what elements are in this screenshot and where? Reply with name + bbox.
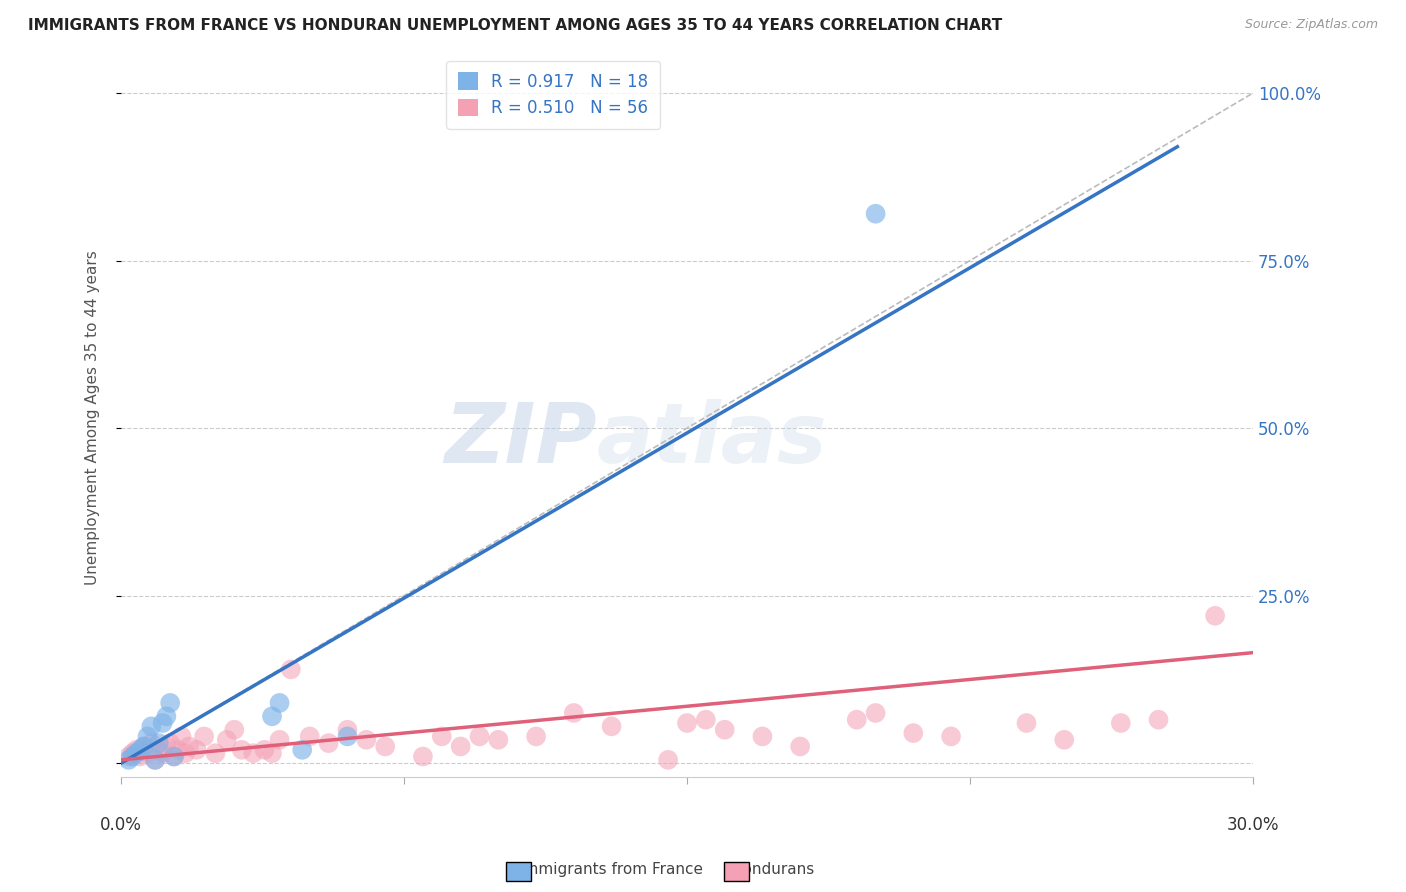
Point xyxy=(155,709,177,723)
Point xyxy=(1109,716,1132,731)
Point xyxy=(486,732,509,747)
Point xyxy=(336,723,359,737)
Point xyxy=(136,746,159,760)
Point xyxy=(1147,713,1170,727)
Point xyxy=(177,739,200,754)
Point xyxy=(253,743,276,757)
Point xyxy=(789,739,811,754)
Point xyxy=(118,749,141,764)
Point xyxy=(129,749,152,764)
Point xyxy=(1204,608,1226,623)
Text: atlas: atlas xyxy=(596,399,827,480)
Point xyxy=(845,713,868,727)
Point xyxy=(143,753,166,767)
Point xyxy=(121,749,143,764)
Point xyxy=(450,739,472,754)
Point xyxy=(163,749,186,764)
Point xyxy=(155,739,177,754)
Legend: R = 0.917   N = 18, R = 0.510   N = 56: R = 0.917 N = 18, R = 0.510 N = 56 xyxy=(446,61,661,128)
Point xyxy=(125,743,148,757)
Point xyxy=(170,730,193,744)
Point xyxy=(291,743,314,757)
Point xyxy=(166,743,188,757)
Point xyxy=(163,749,186,764)
Point xyxy=(318,736,340,750)
Point xyxy=(215,732,238,747)
Point xyxy=(865,706,887,720)
Text: ZIP: ZIP xyxy=(444,399,596,480)
Point xyxy=(751,730,773,744)
Point xyxy=(141,719,163,733)
Point xyxy=(676,716,699,731)
Text: Immigrants from France: Immigrants from France xyxy=(519,863,703,877)
Point xyxy=(193,730,215,744)
Text: Hondurans: Hondurans xyxy=(731,863,814,877)
Point xyxy=(260,746,283,760)
Point xyxy=(121,746,143,760)
Point xyxy=(412,749,434,764)
Point xyxy=(280,662,302,676)
Point xyxy=(242,746,264,760)
Point xyxy=(298,730,321,744)
Point xyxy=(132,739,155,754)
Point xyxy=(356,732,378,747)
Point xyxy=(125,746,148,760)
Point xyxy=(159,696,181,710)
Point xyxy=(939,730,962,744)
Text: 30.0%: 30.0% xyxy=(1226,816,1279,834)
Point xyxy=(1015,716,1038,731)
Point xyxy=(1053,732,1076,747)
Point xyxy=(524,730,547,744)
Point xyxy=(132,739,155,754)
Point xyxy=(159,736,181,750)
Point xyxy=(695,713,717,727)
Point xyxy=(224,723,246,737)
Point xyxy=(118,753,141,767)
Point xyxy=(186,743,208,757)
Point xyxy=(141,736,163,750)
Point xyxy=(865,207,887,221)
Point xyxy=(430,730,453,744)
Point xyxy=(148,743,170,757)
Point xyxy=(152,716,174,731)
Point xyxy=(269,696,291,710)
Point xyxy=(136,730,159,744)
Point xyxy=(129,743,152,757)
Point xyxy=(468,730,491,744)
Point xyxy=(336,730,359,744)
Point xyxy=(562,706,585,720)
Text: 0.0%: 0.0% xyxy=(100,816,142,834)
Y-axis label: Unemployment Among Ages 35 to 44 years: Unemployment Among Ages 35 to 44 years xyxy=(86,251,100,585)
Point xyxy=(260,709,283,723)
Point xyxy=(713,723,735,737)
Text: Source: ZipAtlas.com: Source: ZipAtlas.com xyxy=(1244,18,1378,31)
Point xyxy=(204,746,226,760)
Text: IMMIGRANTS FROM FRANCE VS HONDURAN UNEMPLOYMENT AMONG AGES 35 TO 44 YEARS CORREL: IMMIGRANTS FROM FRANCE VS HONDURAN UNEMP… xyxy=(28,18,1002,33)
Point xyxy=(231,743,253,757)
Point xyxy=(374,739,396,754)
Point xyxy=(600,719,623,733)
Point xyxy=(903,726,925,740)
Point xyxy=(152,746,174,760)
Point xyxy=(148,736,170,750)
Point xyxy=(269,732,291,747)
Point xyxy=(174,746,197,760)
Point xyxy=(143,753,166,767)
Point xyxy=(657,753,679,767)
